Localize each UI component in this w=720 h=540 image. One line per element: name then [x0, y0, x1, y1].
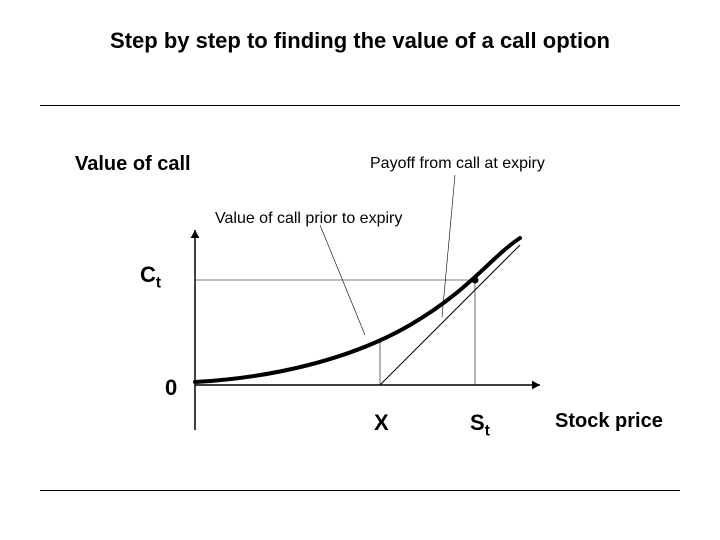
slide-title: Step by step to finding the value of a c…	[0, 28, 720, 54]
x-axis-label: Stock price	[555, 410, 663, 433]
divider-top	[40, 105, 680, 106]
y-axis-label: Value of call	[75, 153, 191, 176]
divider-bottom	[40, 490, 680, 491]
payoff-at-expiry-line	[195, 245, 520, 385]
st-point-marker	[472, 277, 479, 284]
x-axis-arrow	[532, 381, 540, 390]
option-payoff-chart	[150, 230, 570, 440]
y-axis-arrow	[191, 230, 200, 238]
value-prior-to-expiry-curve	[195, 238, 520, 382]
value-curve-annotation: Value of call prior to expiry	[215, 210, 402, 228]
payoff-annotation: Payoff from call at expiry	[370, 155, 545, 173]
